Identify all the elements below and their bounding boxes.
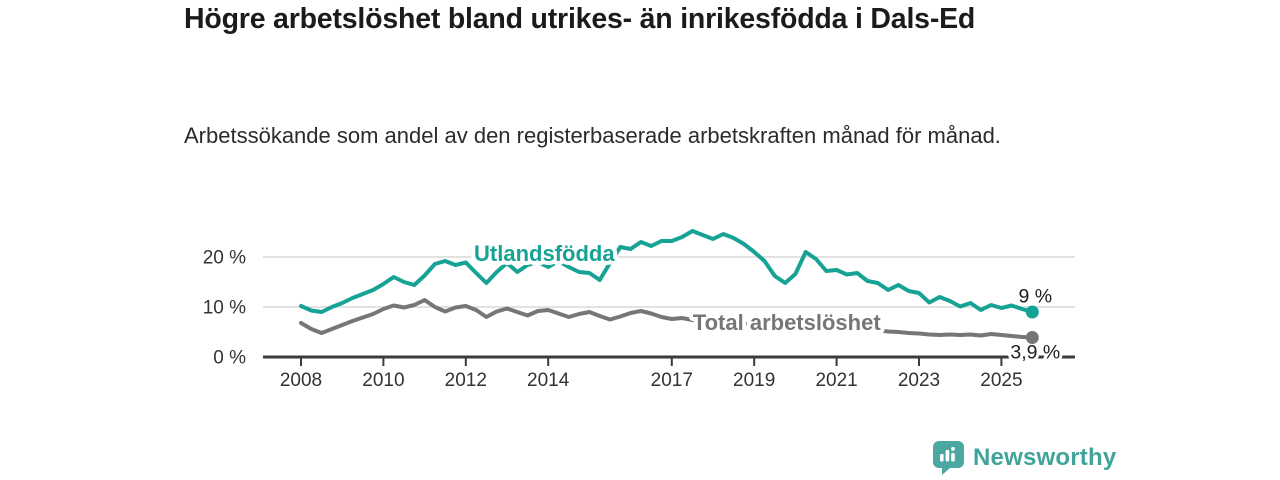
series-line-1 <box>299 298 1035 340</box>
x-tick-label-2012: 2012 <box>445 370 487 391</box>
x-tick-label-2017: 2017 <box>651 370 693 391</box>
newsworthy-wordmark: Newsworthy <box>973 444 1117 471</box>
newsworthy-logo: Newsworthy <box>933 441 1116 475</box>
y-tick-label-20: 20 % <box>203 248 246 269</box>
y-tick-label-10: 10 % <box>203 298 246 319</box>
x-tick-label-2023: 2023 <box>898 370 940 391</box>
x-tick-label-2025: 2025 <box>980 370 1022 391</box>
end-dot-0 <box>1025 305 1039 319</box>
series-name-label-0: Utlandsfödda <box>474 241 615 266</box>
series-line-0 <box>299 229 1035 314</box>
x-axis: 2008 2010 2012 2014 2017 2019 2021 2023 2025 <box>263 355 1075 391</box>
end-dot-1 <box>1025 331 1039 344</box>
x-tick-label-2019: 2019 <box>733 370 775 391</box>
chart-subtitle: Arbetssökande som andel av den registerb… <box>184 123 1001 148</box>
end-value-label-0: 9 % <box>1018 286 1052 308</box>
x-tick-label-2010: 2010 <box>362 370 404 391</box>
x-tick-label-2021: 2021 <box>815 370 857 391</box>
y-tick-label-0: 0 % <box>213 348 246 369</box>
chart-title: Högre arbetslöshet bland utrikes- än inr… <box>184 3 976 35</box>
gridlines: 0 % 10 % 20 % <box>203 248 1075 369</box>
x-tick-label-2008: 2008 <box>280 370 322 391</box>
end-value-label-1: 3,9 % <box>1010 342 1060 364</box>
newsworthy-icon <box>933 441 964 475</box>
series-name-label-1: Total arbetslöshet <box>693 310 882 335</box>
x-tick-label-2014: 2014 <box>527 370 570 391</box>
bar-chart-glyph <box>940 447 955 462</box>
series-lines <box>299 229 1035 340</box>
series-labels: Utlandsfödda Total arbetslöshet 9 % 3,9 % <box>470 237 1063 367</box>
